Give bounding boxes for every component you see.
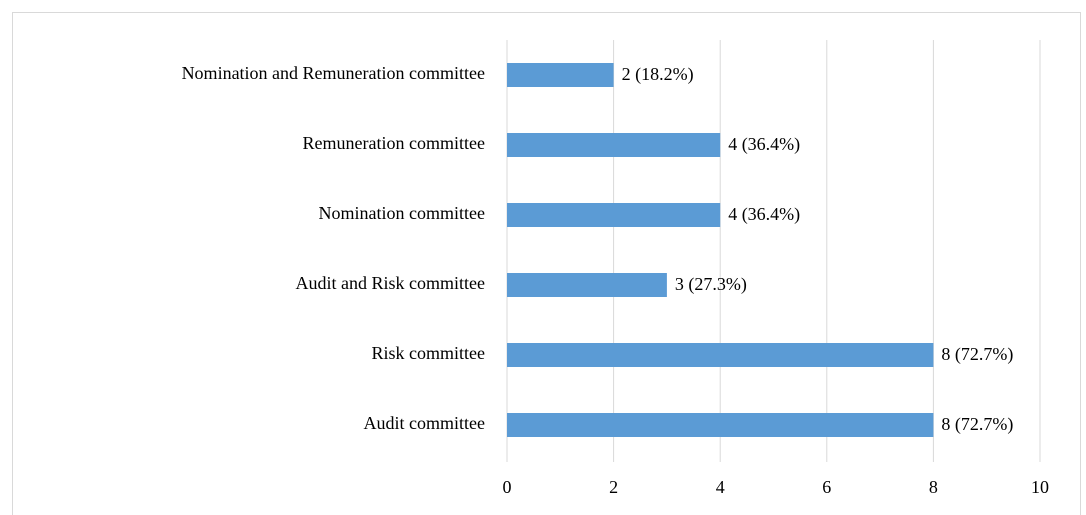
data-label: 2 (18.2%) xyxy=(622,64,694,85)
bar xyxy=(507,63,614,87)
x-tick-label: 0 xyxy=(503,477,512,497)
bar xyxy=(507,343,934,367)
data-label: 3 (27.3%) xyxy=(675,274,747,295)
y-tick-label: Risk committee xyxy=(372,343,485,363)
x-tick-label: 6 xyxy=(822,477,831,497)
data-label: 4 (36.4%) xyxy=(728,204,800,225)
y-tick-label: Audit and Risk committee xyxy=(296,273,485,293)
data-label: 8 (72.7%) xyxy=(941,344,1013,365)
y-tick-label: Nomination and Remuneration committee xyxy=(182,63,485,83)
y-tick-label: Remuneration committee xyxy=(303,133,485,153)
bar xyxy=(507,413,934,437)
y-tick-label: Audit committee xyxy=(364,413,485,433)
data-label: 8 (72.7%) xyxy=(941,414,1013,435)
bar xyxy=(507,273,667,297)
x-tick-label: 10 xyxy=(1031,477,1049,497)
bar xyxy=(507,203,721,227)
y-tick-label: Nomination committee xyxy=(319,203,485,223)
chart-border xyxy=(12,12,1081,515)
x-tick-label: 8 xyxy=(929,477,938,497)
x-tick-label: 4 xyxy=(716,477,725,497)
data-label: 4 (36.4%) xyxy=(728,134,800,155)
x-tick-label: 2 xyxy=(609,477,618,497)
bar xyxy=(507,133,721,157)
